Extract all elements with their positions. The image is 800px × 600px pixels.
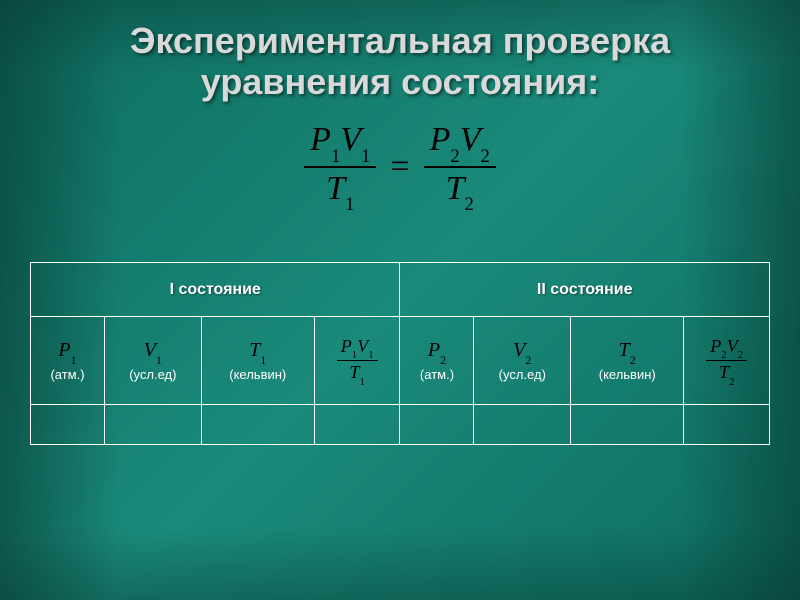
slide-title: Экспериментальная проверка уравнения сос… [130,20,670,103]
slide: Экспериментальная проверка уравнения сос… [0,0,800,600]
col-pv-t-2: P2V2 T2 [684,317,770,405]
table-empty-row [31,405,770,445]
cell-empty [684,405,770,445]
equation: P1V1 T1 = P2V2 T2 [304,121,496,213]
data-table: I состояние II состояние P1 (атм.) V1 [30,262,770,445]
cell-empty [201,405,314,445]
col-p1: P1 (атм.) [31,317,105,405]
cell-empty [31,405,105,445]
equals-sign: = [390,148,409,186]
col-t1: T1 (кельвин) [201,317,314,405]
header-state-2: II состояние [400,263,770,317]
col-v1: V1 (усл.ед) [105,317,202,405]
cell-empty [400,405,474,445]
equation-rhs-fraction: P2V2 T2 [424,121,496,213]
col-v2: V2 (усл.ед) [474,317,571,405]
title-line-1: Экспериментальная проверка [130,20,670,61]
table-label-row: P1 (атм.) V1 (усл.ед) T1 (кельвин) [31,317,770,405]
cell-empty [105,405,202,445]
col-pv-t-1: P1V1 T1 [314,317,400,405]
cell-empty [571,405,684,445]
title-line-2: уравнения состояния: [201,61,599,102]
data-table-wrapper: I состояние II состояние P1 (атм.) V1 [30,262,770,445]
equation-lhs-fraction: P1V1 T1 [304,121,376,213]
col-t2: T2 (кельвин) [571,317,684,405]
cell-empty [314,405,400,445]
table-header-row: I состояние II состояние [31,263,770,317]
col-p2: P2 (атм.) [400,317,474,405]
cell-empty [474,405,571,445]
header-state-1: I состояние [31,263,400,317]
